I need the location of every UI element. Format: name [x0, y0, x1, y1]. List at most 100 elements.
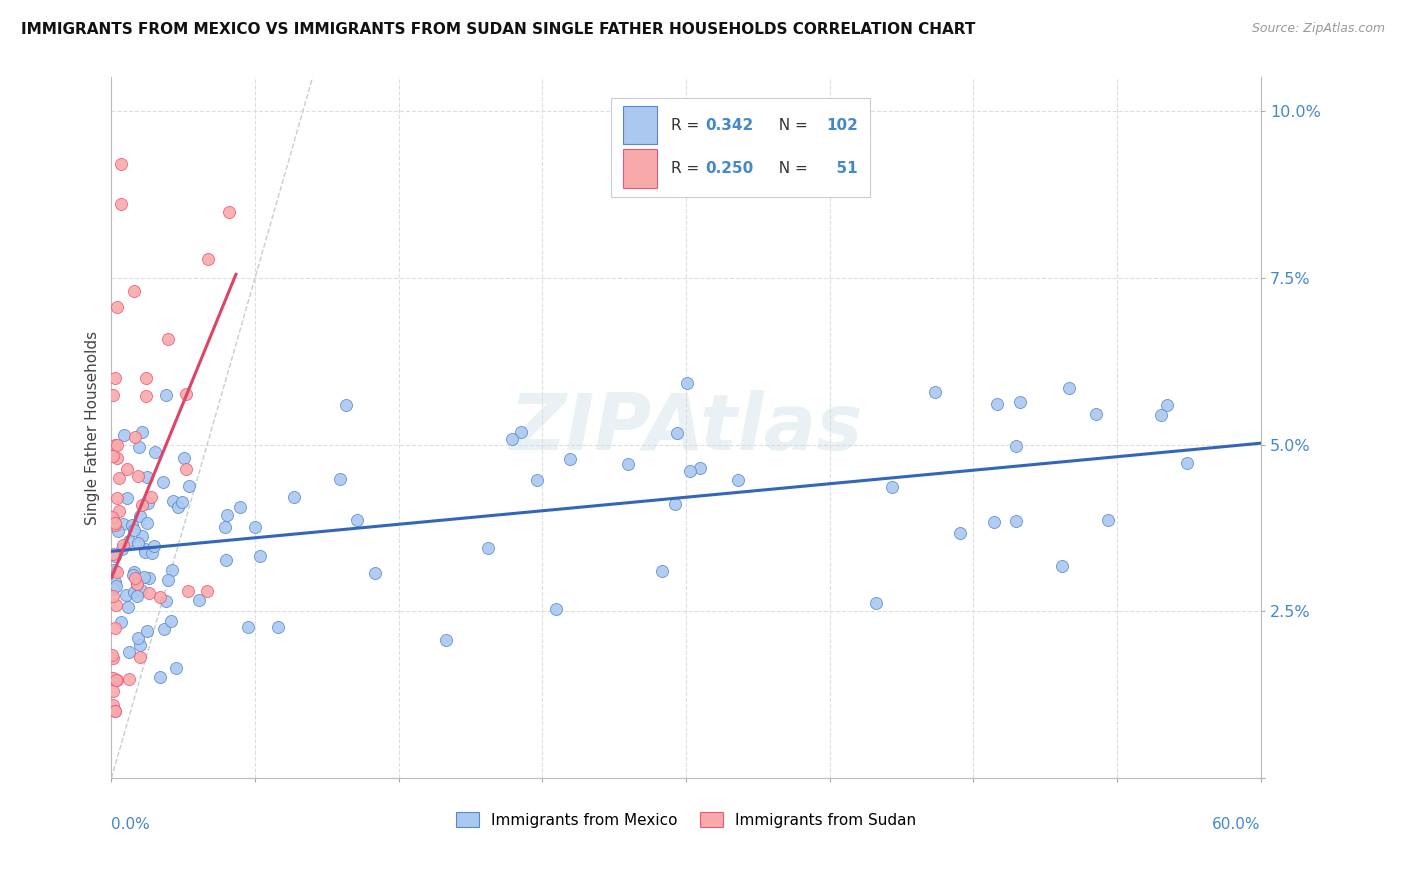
Point: [103, 582, 125, 596]
Point: [664, 497, 686, 511]
Point: [122, 585, 145, 599]
Point: [214, 519, 236, 533]
Point: [103, 698, 125, 712]
Point: [104, 437, 127, 451]
Point: [477, 541, 499, 555]
Point: [105, 579, 128, 593]
Point: [215, 552, 238, 566]
Text: 60.0%: 60.0%: [1212, 817, 1261, 832]
Text: 0.250: 0.250: [706, 161, 754, 176]
Point: [159, 614, 181, 628]
Point: [128, 440, 150, 454]
Point: [1057, 381, 1080, 395]
Point: [558, 452, 581, 467]
Point: [131, 425, 153, 439]
Point: [105, 491, 128, 505]
Point: [117, 600, 139, 615]
Point: [129, 650, 152, 665]
Point: [138, 496, 160, 510]
Point: [986, 397, 1008, 411]
Text: 51: 51: [827, 161, 858, 176]
Point: [124, 571, 146, 585]
Point: [132, 570, 155, 584]
Text: R =: R =: [671, 161, 704, 176]
Point: [105, 450, 128, 465]
Point: [103, 671, 125, 685]
Point: [195, 584, 218, 599]
Point: [882, 480, 904, 494]
Point: [1085, 407, 1108, 421]
Point: [136, 624, 159, 638]
Point: [1005, 439, 1028, 453]
Text: R =: R =: [671, 118, 704, 133]
Point: [924, 385, 946, 400]
Point: [865, 596, 887, 610]
Text: 102: 102: [827, 118, 858, 133]
FancyBboxPatch shape: [612, 98, 870, 196]
Point: [115, 491, 138, 505]
Point: [544, 602, 567, 616]
Point: [101, 449, 124, 463]
Point: [104, 516, 127, 531]
Point: [651, 564, 673, 578]
Point: [1008, 394, 1031, 409]
Point: [364, 566, 387, 580]
Point: [125, 590, 148, 604]
Point: [177, 584, 200, 599]
Point: [162, 563, 184, 577]
Point: [101, 509, 124, 524]
Point: [157, 574, 180, 588]
Point: [165, 660, 187, 674]
Y-axis label: Single Father Households: Single Father Households: [86, 331, 100, 524]
Point: [434, 632, 457, 647]
Point: [283, 491, 305, 505]
Point: [176, 386, 198, 401]
Point: [112, 428, 135, 442]
Point: [105, 437, 128, 451]
Point: [103, 589, 125, 603]
Point: [110, 157, 132, 171]
Point: [266, 620, 288, 634]
Point: [108, 471, 131, 485]
Point: [179, 479, 201, 493]
Point: [104, 564, 127, 578]
Point: [104, 705, 127, 719]
Point: [1150, 408, 1173, 422]
Point: [118, 645, 141, 659]
Point: [143, 445, 166, 459]
Point: [1050, 558, 1073, 573]
Text: N =: N =: [769, 161, 813, 176]
Point: [125, 577, 148, 591]
Point: [501, 433, 523, 447]
Point: [1175, 456, 1198, 470]
Point: [1004, 514, 1026, 528]
Point: [122, 568, 145, 582]
Point: [1156, 399, 1178, 413]
Point: [112, 539, 135, 553]
Point: [139, 491, 162, 505]
Point: [155, 388, 177, 402]
Point: [110, 615, 132, 630]
Point: [101, 648, 124, 662]
Point: [104, 575, 127, 590]
Point: [134, 541, 156, 556]
Bar: [623, 149, 658, 188]
Point: [218, 204, 240, 219]
Point: [197, 252, 219, 266]
Point: [238, 620, 260, 634]
Point: [131, 529, 153, 543]
Point: [215, 508, 238, 523]
Point: [125, 576, 148, 591]
Point: [127, 469, 149, 483]
Point: [1097, 513, 1119, 527]
Point: [124, 565, 146, 579]
Point: [124, 430, 146, 444]
Point: [138, 586, 160, 600]
Point: [135, 371, 157, 385]
Point: [249, 549, 271, 563]
Point: [135, 516, 157, 530]
Point: [122, 523, 145, 537]
Point: [134, 545, 156, 559]
Point: [167, 500, 190, 515]
Point: [187, 592, 209, 607]
